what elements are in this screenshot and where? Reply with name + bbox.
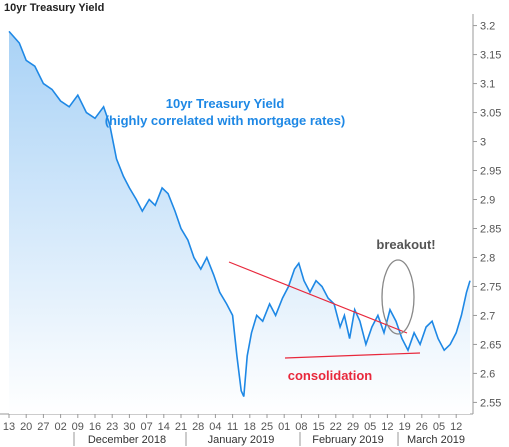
x-tick-label: 28 <box>192 421 204 433</box>
annotation-breakout: breakout! <box>376 237 435 252</box>
y-tick-label: 2.95 <box>480 166 501 178</box>
x-tick-label: 02 <box>54 421 66 433</box>
y-tick-label: 2.65 <box>480 339 501 351</box>
x-tick-label: 29 <box>347 421 359 433</box>
y-tick-label: 2.8 <box>480 252 495 264</box>
x-tick-label: 13 <box>3 421 15 433</box>
y-tick-label: 3.2 <box>480 21 495 33</box>
series-area-fill <box>9 31 470 414</box>
y-tick-label: 2.75 <box>480 281 501 293</box>
x-tick-label: 11 <box>227 421 238 433</box>
y-tick-label: 3 <box>480 137 486 149</box>
x-tick-label: 15 <box>312 421 324 433</box>
series-line-path <box>8 30 471 397</box>
x-tick-label: 22 <box>330 421 342 433</box>
month-label: February 2019 <box>312 434 384 446</box>
x-axis: 13 20 27 02 09 16 23 30 07 14 21 28 04 11 18 25 01 08 15 22… <box>3 414 462 433</box>
x-tick-label: 04 <box>209 421 221 433</box>
series-area <box>9 31 470 414</box>
y-tick-label: 2.55 <box>480 397 501 409</box>
x-tick-label: 27 <box>37 421 49 433</box>
x-tick-label: 30 <box>123 421 135 433</box>
month-axis: December 2018 January 2019 February 2019 Ma… <box>73 432 465 446</box>
month-label: March 2019 <box>407 434 465 446</box>
x-tick-label: 05 <box>364 421 376 433</box>
x-tick-label: 20 <box>20 421 32 433</box>
x-tick-label: 16 <box>89 421 101 433</box>
annotation-title-line-2: (highly correlated with mortgage rates) <box>105 113 346 128</box>
x-tick-label: 14 <box>158 421 170 433</box>
x-tick-label: 12 <box>450 421 462 433</box>
month-label: December 2018 <box>88 434 166 446</box>
series-line <box>8 30 471 397</box>
y-tick-label: 2.9 <box>480 195 495 207</box>
y-tick-label: 2.6 <box>480 368 495 380</box>
y-tick-label: 2.85 <box>480 223 501 235</box>
breakout-ellipse <box>381 259 415 335</box>
annotation-title-line-1: 10yr Treasury Yield <box>166 96 285 111</box>
x-tick-label: 07 <box>140 421 152 433</box>
y-tick-label: 3.05 <box>480 108 501 120</box>
y-axis: 3.2 3.15 3.1 3.05 3 2.95 2.9 2.85 2.8 2.75 2.7 2.65… <box>473 21 501 409</box>
x-tick-label: 05 <box>433 421 445 433</box>
x-tick-label: 18 <box>244 421 256 433</box>
x-tick-label: 23 <box>106 421 118 433</box>
x-tick-label: 09 <box>72 421 84 433</box>
x-tick-label: 19 <box>398 421 410 433</box>
trend-line-support <box>284 352 421 359</box>
x-tick-label: 21 <box>175 421 187 433</box>
x-tick-label: 26 <box>416 421 428 433</box>
trend-line-resistance <box>228 261 408 334</box>
y-tick-label: 3.1 <box>480 79 495 91</box>
y-tick-label: 3.15 <box>480 50 501 62</box>
x-tick-label: 08 <box>295 421 307 433</box>
x-tick-label: 12 <box>381 421 393 433</box>
x-tick-label: 25 <box>261 421 273 433</box>
annotation-consolidation: consolidation <box>288 368 373 383</box>
y-tick-label: 2.7 <box>480 310 495 322</box>
month-label: January 2019 <box>208 434 275 446</box>
x-tick-label: 01 <box>278 421 290 433</box>
chart-title: 10yr Treasury Yield <box>4 2 104 14</box>
